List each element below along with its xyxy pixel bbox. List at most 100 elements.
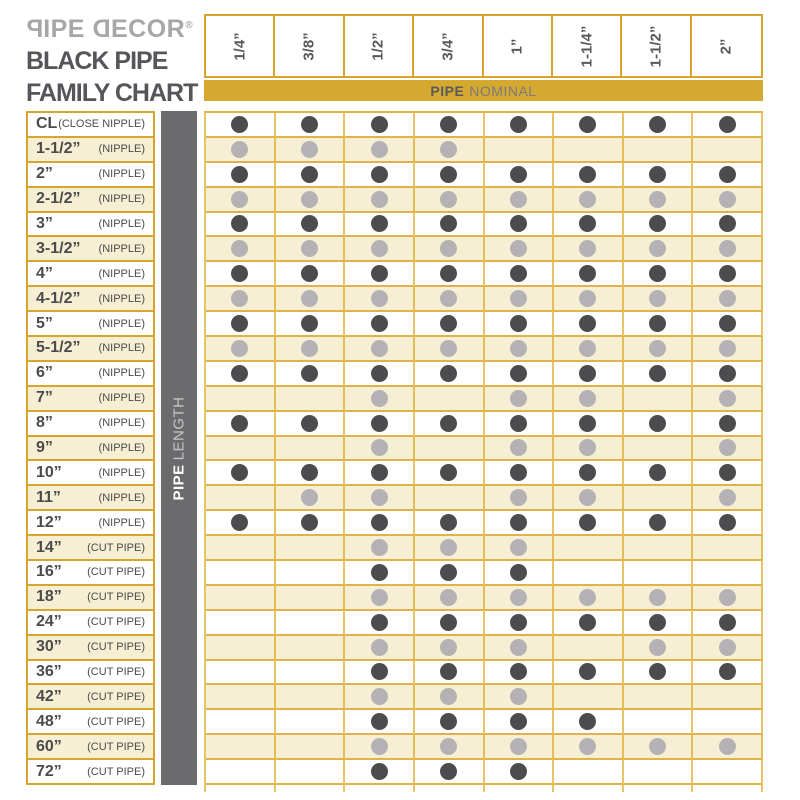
grid-cell <box>275 162 346 188</box>
row-label: 36” (CUT PIPE) <box>28 661 153 686</box>
availability-dot-light <box>509 339 527 357</box>
grid-cell <box>693 287 763 313</box>
grid-cell <box>623 511 694 537</box>
pipe-nominal-axis-bar: PIPE NOMINAL <box>204 80 763 101</box>
grid-cell <box>554 685 624 711</box>
column-header-label: 1/2” <box>369 31 387 61</box>
availability-dot-dark <box>370 663 388 681</box>
availability-dot-dark <box>231 364 249 382</box>
grid-cell <box>484 710 555 736</box>
availability-dot-dark <box>231 315 249 333</box>
availability-dot-dark <box>440 514 458 532</box>
availability-dot-dark <box>231 115 249 133</box>
grid-cell <box>554 760 624 785</box>
grid-cell <box>484 760 555 785</box>
grid-cell <box>414 237 485 263</box>
availability-dot-dark <box>718 514 736 532</box>
row-type-label: (CUT PIPE) <box>87 715 145 728</box>
grid-cell <box>554 536 624 561</box>
availability-dot-light <box>649 190 667 208</box>
availability-dot-dark <box>509 265 527 283</box>
row-size-label: 36” <box>36 663 62 681</box>
availability-dot-light <box>718 489 736 507</box>
grid-cell <box>345 710 415 736</box>
grid-line-stub <box>276 785 346 792</box>
row-size-label: 42” <box>36 687 62 705</box>
grid-cell <box>623 610 694 636</box>
grid-cell <box>275 511 346 537</box>
grid-cell <box>623 436 694 462</box>
row-type-label: (CLOSE NIPPLE) <box>58 118 145 131</box>
column-headers: 1/4” 3/8” 1/2” 3/4” 1” 1-1/4” 1-1/2” 2” <box>204 14 763 78</box>
availability-dot-light <box>649 339 667 357</box>
availability-dot-light <box>370 489 388 507</box>
row-size-label: 24” <box>36 613 62 631</box>
availability-dot-light <box>509 290 527 308</box>
availability-dot-dark <box>300 414 318 432</box>
availability-dot-dark <box>718 663 736 681</box>
row-size-label: 3” <box>36 215 53 232</box>
row-label: 42” (CUT PIPE) <box>28 685 153 711</box>
grid-cell <box>414 137 485 163</box>
availability-dot-light <box>370 190 388 208</box>
availability-dot-dark <box>300 165 318 183</box>
grid-cell <box>693 312 763 337</box>
availability-dot-light <box>440 339 458 357</box>
grid-cell <box>275 187 346 213</box>
row-label: 5” (NIPPLE) <box>28 312 153 338</box>
grid-line-stub <box>485 785 555 792</box>
availability-dot-dark <box>370 165 388 183</box>
column-header-label: 1/4” <box>231 31 249 61</box>
grid-cell <box>554 312 624 337</box>
grid-cell <box>554 262 624 288</box>
grid-cell <box>345 760 415 785</box>
grid-cell <box>206 461 276 487</box>
row-size-label: 4-1/2” <box>36 289 81 307</box>
availability-dot-light <box>649 588 667 606</box>
grid-cell <box>345 610 415 636</box>
column-header-cell: 1” <box>484 16 553 76</box>
row-label: 12” (NIPPLE) <box>28 511 153 537</box>
grid-cell <box>693 137 763 163</box>
grid-cell <box>345 187 415 213</box>
availability-dot-dark <box>440 613 458 631</box>
availability-dot-dark <box>370 514 388 532</box>
grid-cell <box>623 660 694 686</box>
availability-dot-light <box>509 439 527 457</box>
availability-dot-light <box>370 339 388 357</box>
grid-cell <box>414 262 485 288</box>
grid-cell <box>414 337 485 362</box>
grid-cell <box>275 137 346 163</box>
grid-cell <box>554 162 624 188</box>
grid-cell <box>693 536 763 561</box>
grid-cell <box>414 411 485 437</box>
grid-cell <box>206 212 276 238</box>
availability-dot-light <box>300 290 318 308</box>
row-label: 60” (CUT PIPE) <box>28 735 153 761</box>
pipe-length-label-rest: LENGTH <box>170 395 188 460</box>
grid-cell <box>484 237 555 263</box>
availability-dot-light <box>300 489 318 507</box>
grid-cell <box>693 561 763 586</box>
grid-cell <box>693 585 763 611</box>
grid-cell <box>206 685 276 711</box>
logo-letter-d-mirrored: D <box>92 15 111 43</box>
availability-dot-light <box>509 588 527 606</box>
availability-dot-dark <box>509 713 527 731</box>
row-type-label: (NIPPLE) <box>98 491 145 504</box>
availability-dot-dark <box>231 514 249 532</box>
grid-cell <box>275 660 346 686</box>
availability-dot-light <box>718 738 736 756</box>
logo-text: ECOR <box>111 15 186 43</box>
availability-dot-dark <box>509 315 527 333</box>
grid-cell <box>206 735 276 761</box>
availability-dot-light <box>370 588 388 606</box>
row-label: 11” (NIPPLE) <box>28 486 153 512</box>
availability-dot-dark <box>370 215 388 233</box>
grid-cell <box>206 187 276 213</box>
grid-line-stub <box>415 785 485 792</box>
row-type-label: (NIPPLE) <box>98 317 145 330</box>
grid-cell <box>345 212 415 238</box>
grid-cell <box>275 710 346 736</box>
grid-cell <box>623 685 694 711</box>
